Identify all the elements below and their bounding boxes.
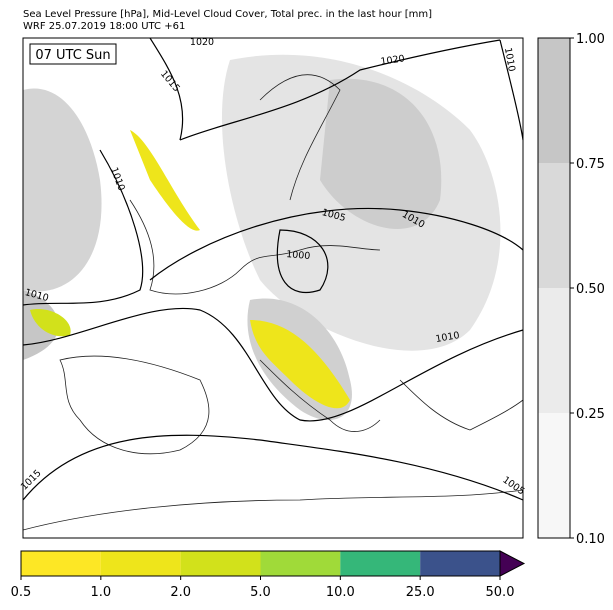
colorbar-tick-label: 0.25 (576, 407, 605, 422)
subtitle: WRF 25.07.2019 18:00 UTC +61 (23, 21, 185, 32)
colorbar-segment (340, 551, 421, 576)
colorbar-tick-label: 5.0 (250, 585, 271, 600)
colorbar-segment (100, 551, 181, 576)
precip-area (30, 309, 71, 337)
time-box (29, 43, 117, 65)
isobars (22, 37, 524, 501)
contour-label: 1000 (286, 249, 311, 262)
colorbar-segment (538, 288, 570, 413)
colorbar-segment (538, 38, 570, 163)
title: Sea Level Pressure [hPa], Mid-Level Clou… (23, 9, 432, 20)
colorbar-tick-label: 2.0 (170, 585, 191, 600)
colorbar-segment (538, 413, 570, 538)
colorbar-tick-label: 10.0 (326, 585, 355, 600)
contour-label: 1010 (435, 330, 461, 345)
contour-label: 1020 (190, 37, 214, 48)
cloud-area (320, 78, 442, 229)
colorbar-segment (260, 551, 341, 576)
map: 07 UTC Sun (22, 37, 524, 539)
time-label: 07 UTC Sun (35, 48, 110, 63)
colorbar-extension (499, 550, 526, 577)
colorbar-tick-label: 0.10 (576, 532, 605, 547)
cloud-area (23, 88, 102, 292)
coastlines (22, 74, 524, 531)
colorbar-tick-label: 50.0 (486, 585, 515, 600)
colorbar-tick-label: 0.50 (576, 282, 605, 297)
contour-label: 1010 (502, 47, 517, 73)
colorbar-tick-label: 0.5 (11, 585, 32, 600)
contour-label: 1020 (380, 53, 405, 67)
colorbar-tick-label: 1.0 (90, 585, 111, 600)
colorbar-segment (180, 551, 261, 576)
colorbar-tick-label: 25.0 (406, 585, 435, 600)
precip-area (130, 130, 200, 231)
colorbar-tick-label: 0.75 (576, 157, 605, 172)
colorbar-segment (420, 551, 500, 576)
precip-area (250, 320, 350, 409)
colorbar-segment (21, 551, 101, 576)
colorbar-tick-label: 1.00 (576, 32, 605, 47)
map-frame (22, 37, 524, 539)
colorbar-segment (538, 163, 570, 288)
